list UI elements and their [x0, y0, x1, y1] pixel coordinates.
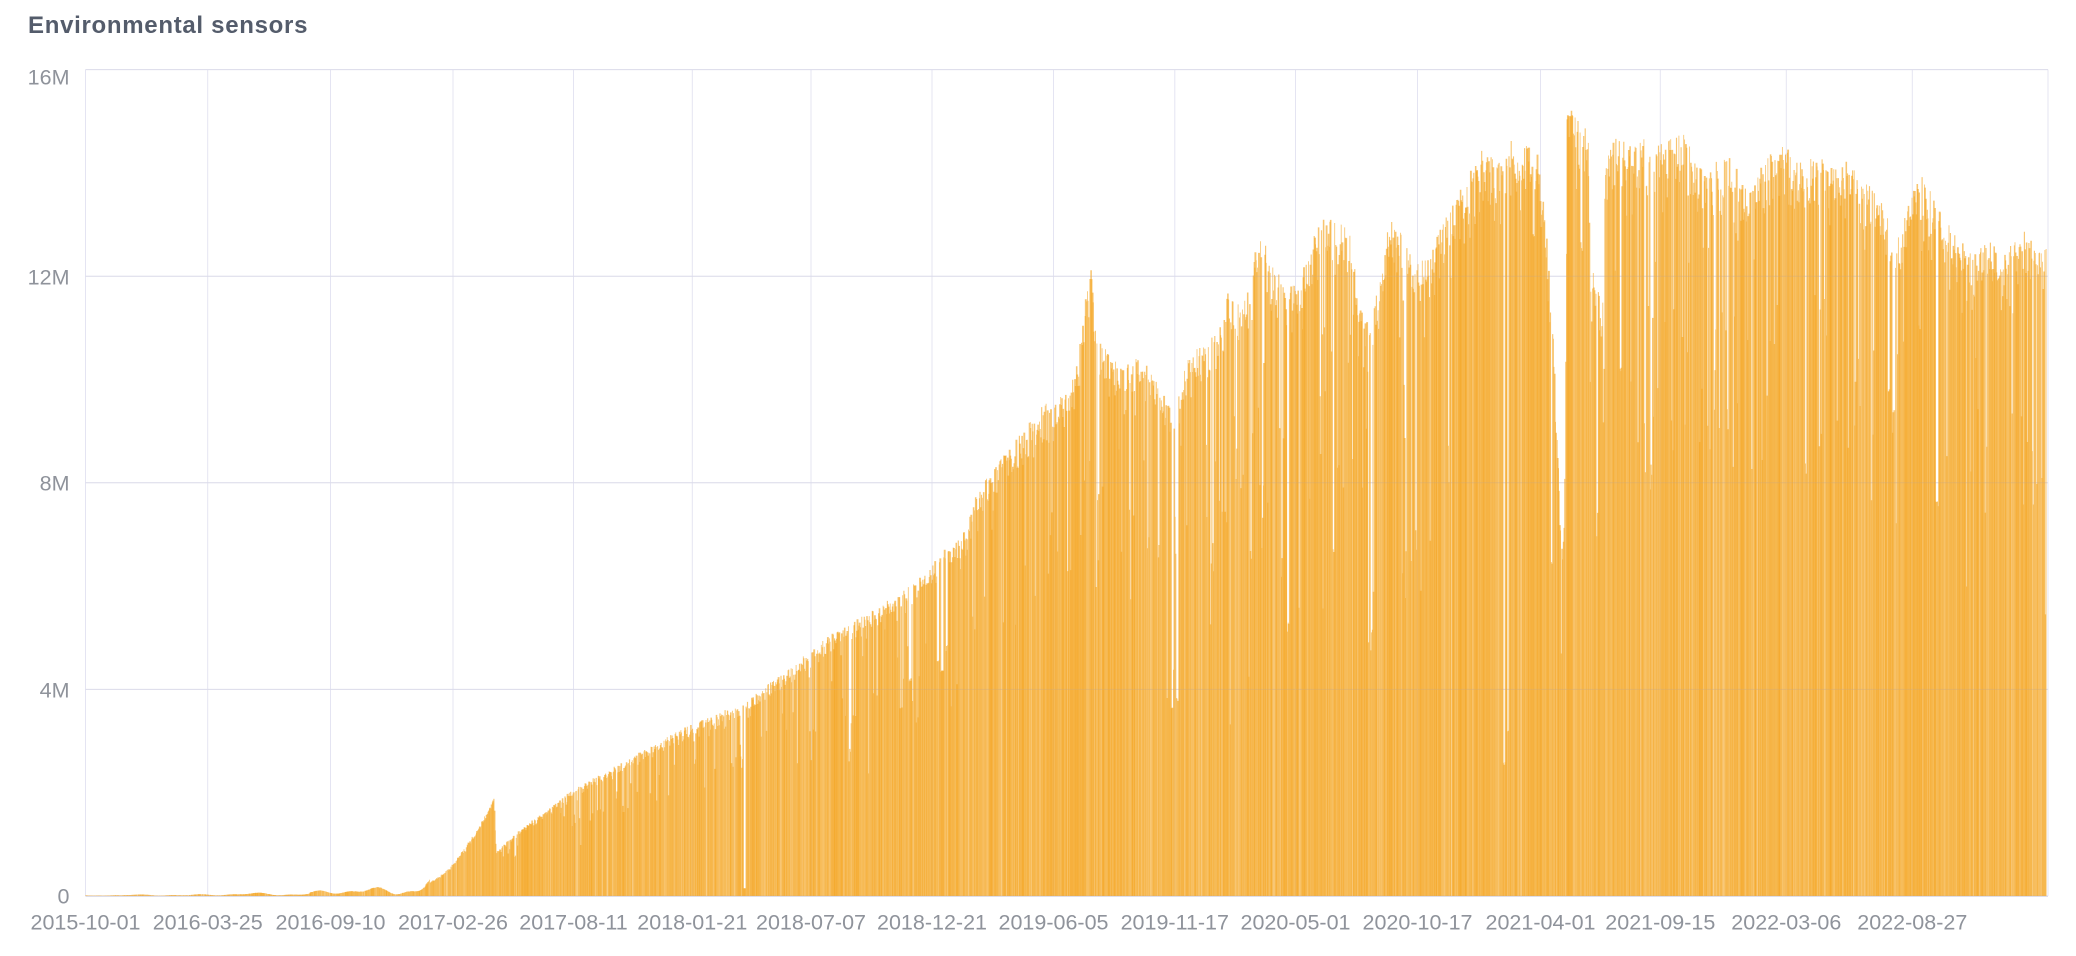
- svg-text:2016-09-10: 2016-09-10: [276, 911, 386, 935]
- svg-text:2016-03-25: 2016-03-25: [153, 911, 263, 935]
- svg-text:0: 0: [58, 884, 70, 908]
- svg-text:2022-08-27: 2022-08-27: [1857, 911, 1967, 935]
- svg-text:2022-03-06: 2022-03-06: [1731, 911, 1841, 935]
- svg-text:8M: 8M: [40, 472, 70, 496]
- svg-text:2015-10-01: 2015-10-01: [31, 911, 141, 935]
- svg-text:4M: 4M: [40, 678, 70, 702]
- svg-text:2021-04-01: 2021-04-01: [1486, 911, 1596, 935]
- svg-text:12M: 12M: [28, 265, 70, 289]
- svg-text:2017-08-11: 2017-08-11: [519, 911, 627, 935]
- svg-text:2018-12-21: 2018-12-21: [877, 911, 987, 935]
- svg-text:2020-10-17: 2020-10-17: [1363, 911, 1473, 935]
- svg-text:2018-01-21: 2018-01-21: [637, 911, 747, 935]
- svg-text:2018-07-07: 2018-07-07: [756, 911, 866, 935]
- svg-text:2021-09-15: 2021-09-15: [1605, 911, 1715, 935]
- svg-text:2017-02-26: 2017-02-26: [398, 911, 508, 935]
- svg-text:2020-05-01: 2020-05-01: [1241, 911, 1351, 935]
- svg-text:2019-06-05: 2019-06-05: [999, 911, 1109, 935]
- svg-text:2019-11-17: 2019-11-17: [1121, 911, 1229, 935]
- svg-text:16M: 16M: [28, 66, 70, 90]
